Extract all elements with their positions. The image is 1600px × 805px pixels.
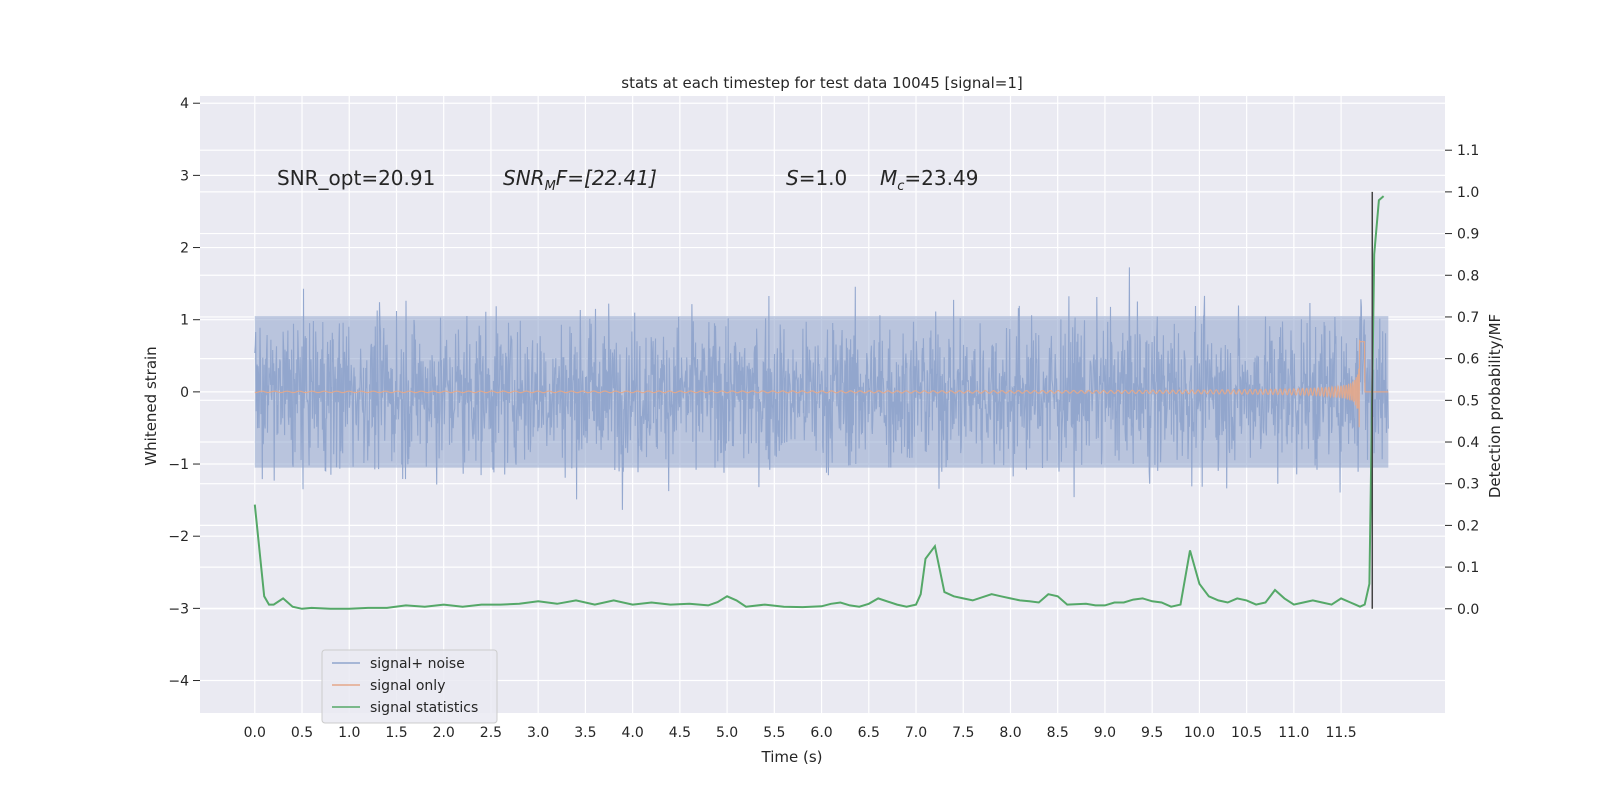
- legend-label-signal-only: signal only: [370, 678, 445, 694]
- x-axis: 0.0 0.5 1.0 1.5 2.0 2.5 3.0 3.5 4.0 4.5 5.0 5.5 6.0 6…: [244, 725, 1357, 741]
- x-tick-label: 2.5: [480, 725, 502, 741]
- x-tick-label: 7.5: [952, 725, 974, 741]
- x-tick-label: 3.0: [527, 725, 549, 741]
- left-tick-label: 1: [180, 313, 189, 329]
- annotation-mc-rest: =23.49: [904, 166, 978, 190]
- x-tick-label: 2.0: [433, 725, 455, 741]
- annotation-mc: Mc=23.49: [880, 166, 978, 194]
- x-tick-label: 4.0: [621, 725, 643, 741]
- signal-only-series: [254, 339, 1389, 428]
- x-tick-label: 8.5: [1047, 725, 1069, 741]
- left-tick-label: −2: [168, 529, 189, 545]
- right-tick-label: 0.1: [1457, 560, 1479, 576]
- annotation-s-main: S: [786, 166, 799, 190]
- x-tick-label: 9.0: [1094, 725, 1116, 741]
- x-tick-label: 5.0: [716, 725, 738, 741]
- signal-statistics-series: [253, 191, 1385, 610]
- x-axis-label: Time (s): [761, 748, 823, 766]
- x-tick-label: 1.0: [338, 725, 360, 741]
- right-tick-label: 0.6: [1457, 352, 1479, 368]
- left-tick-label: −1: [168, 457, 189, 473]
- x-tick-label: 10.5: [1231, 725, 1262, 741]
- x-tick-label: 3.5: [574, 725, 596, 741]
- left-tick-label: 3: [180, 168, 189, 184]
- y-axis-label-right: Detection probability/MF: [1486, 314, 1504, 498]
- right-tick-label: 0.2: [1457, 518, 1479, 534]
- right-y-axis: 1.1 1.0 0.9 0.8 0.7 0.6 0.5 0.4 0.3 0.2 0.1 0.0: [1445, 143, 1479, 618]
- right-tick-label: 1.1: [1457, 143, 1479, 159]
- x-tick-label: 0.5: [291, 725, 313, 741]
- annotation-s: S=1.0: [786, 166, 847, 190]
- left-tick-label: 4: [180, 96, 189, 112]
- x-tick-label: 10.0: [1184, 725, 1215, 741]
- signal-only-line: [254, 339, 1389, 428]
- y-axis-label-left: Whitened strain: [142, 346, 160, 465]
- left-tick-label: −4: [168, 674, 189, 690]
- x-tick-label: 5.5: [763, 725, 785, 741]
- right-tick-label: 0.3: [1457, 477, 1479, 493]
- right-tick-label: 0.0: [1457, 602, 1479, 618]
- left-tick-label: 0: [180, 385, 189, 401]
- left-tick-label: 2: [180, 241, 189, 257]
- annotation-snr-mf-rest: F=[22.41]: [556, 166, 657, 190]
- signal-statistics-line: [253, 195, 1385, 610]
- x-tick-label: 9.5: [1141, 725, 1163, 741]
- legend-label-signal-noise: signal+ noise: [370, 656, 465, 672]
- x-tick-label: 11.5: [1326, 725, 1357, 741]
- legend: signal+ noise signal only signal statist…: [321, 649, 498, 724]
- left-tick-label: −3: [168, 601, 189, 617]
- legend-label-signal-statistics: signal statistics: [370, 700, 478, 716]
- x-tick-label: 6.5: [858, 725, 880, 741]
- right-tick-label: 0.9: [1457, 227, 1479, 243]
- right-tick-label: 0.8: [1457, 268, 1479, 284]
- x-tick-label: 7.0: [905, 725, 927, 741]
- x-tick-label: 6.0: [810, 725, 832, 741]
- annotation-s-rest: =1.0: [799, 166, 848, 190]
- x-tick-label: 8.0: [999, 725, 1021, 741]
- right-tick-label: 0.5: [1457, 393, 1479, 409]
- annotation-mc-sub: c: [897, 179, 904, 194]
- chart-title: stats at each timestep for test data 100…: [621, 74, 1022, 92]
- left-y-axis: 4 3 2 1 0 −1 −2 −3 −4: [168, 96, 200, 690]
- legend-box: [321, 649, 498, 724]
- annotation-snr-mf-sub: M: [545, 179, 556, 194]
- right-tick-label: 0.7: [1457, 310, 1479, 326]
- x-tick-label: 11.0: [1278, 725, 1309, 741]
- annotation-snr-opt: SNR_opt=20.91: [277, 166, 435, 190]
- annotation-snr-mf-main: SNR: [503, 166, 545, 190]
- annotation-snr-mf: SNRMF=[22.41]: [503, 166, 657, 194]
- x-tick-label: 1.5: [385, 725, 407, 741]
- right-tick-label: 0.4: [1457, 435, 1479, 451]
- x-tick-label: 4.5: [669, 725, 691, 741]
- right-tick-label: 1.0: [1457, 185, 1479, 201]
- x-tick-label: 0.0: [244, 725, 266, 741]
- annotation-mc-main: M: [880, 166, 897, 190]
